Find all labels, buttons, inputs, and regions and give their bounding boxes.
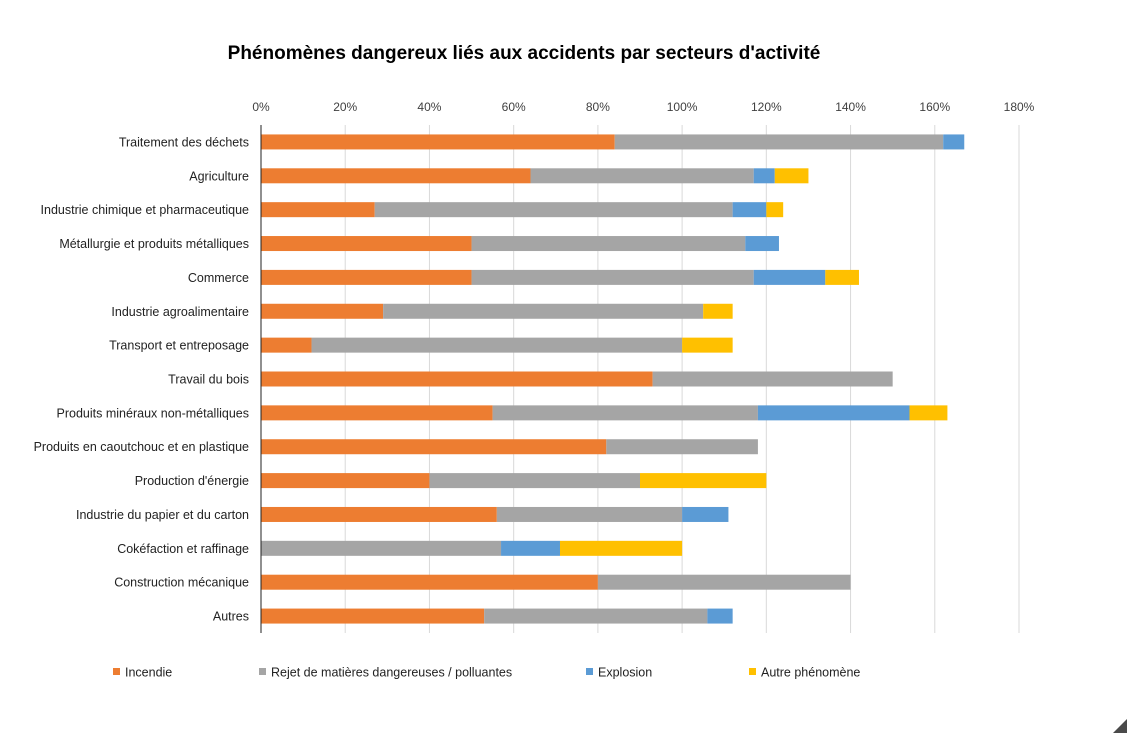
bar-rejet-de-matieres-dangereuses-polluantes bbox=[471, 269, 754, 285]
chart-title: Phénomènes dangereux liés aux accidents … bbox=[228, 43, 821, 64]
x-tick-label: 0% bbox=[252, 100, 270, 114]
legend-swatch bbox=[586, 668, 593, 675]
category-label: Agriculture bbox=[189, 169, 249, 183]
bar-incendie bbox=[261, 236, 472, 252]
category-label: Transport et entreposage bbox=[109, 339, 249, 353]
category-label: Construction mécanique bbox=[114, 576, 249, 590]
bar-incendie bbox=[261, 168, 531, 184]
x-tick-label: 180% bbox=[1004, 100, 1035, 114]
category-label: Produits en caoutchouc et en plastique bbox=[34, 440, 249, 454]
bar-incendie bbox=[261, 303, 384, 319]
category-label: Traitement des déchets bbox=[119, 135, 249, 149]
bar-incendie bbox=[261, 506, 497, 522]
bar-explosion bbox=[745, 236, 779, 252]
legend-swatch bbox=[749, 668, 756, 675]
bar-rejet-de-matieres-dangereuses-polluantes bbox=[652, 371, 893, 387]
category-label: Production d'énergie bbox=[135, 474, 249, 488]
bar-explosion bbox=[753, 269, 826, 285]
category-label: Industrie agroalimentaire bbox=[111, 305, 249, 319]
bar-rejet-de-matieres-dangereuses-polluantes bbox=[261, 540, 502, 556]
bar-incendie bbox=[261, 269, 472, 285]
bar-autre-phenomene bbox=[825, 269, 859, 285]
bar-explosion bbox=[753, 168, 775, 184]
bar-autre-phenomene bbox=[559, 540, 683, 556]
category-label: Produits minéraux non-métalliques bbox=[57, 406, 249, 420]
legend-label: Explosion bbox=[598, 666, 652, 680]
category-label: Cokéfaction et raffinage bbox=[117, 542, 249, 556]
legend-swatch bbox=[259, 668, 266, 675]
legend-label: Rejet de matières dangereuses / polluant… bbox=[271, 666, 512, 680]
bar-incendie bbox=[261, 371, 653, 387]
legend-label: Incendie bbox=[125, 666, 172, 680]
x-tick-label: 20% bbox=[333, 100, 357, 114]
bar-rejet-de-matieres-dangereuses-polluantes bbox=[606, 439, 758, 455]
bar-explosion bbox=[757, 405, 910, 421]
bar-autre-phenomene bbox=[909, 405, 948, 421]
bars bbox=[261, 134, 965, 624]
bar-autre-phenomene bbox=[682, 337, 733, 353]
x-tick-label: 100% bbox=[667, 100, 698, 114]
x-tick-label: 160% bbox=[919, 100, 950, 114]
category-label: Travail du bois bbox=[168, 373, 249, 387]
legend: Incendie Rejet de matières dangereuses / … bbox=[113, 666, 860, 680]
bar-rejet-de-matieres-dangereuses-polluantes bbox=[496, 506, 683, 522]
bar-rejet-de-matieres-dangereuses-polluantes bbox=[492, 405, 758, 421]
bar-rejet-de-matieres-dangereuses-polluantes bbox=[530, 168, 754, 184]
x-tick-label: 40% bbox=[417, 100, 441, 114]
bar-explosion bbox=[682, 506, 729, 522]
category-label: Autres bbox=[213, 610, 249, 624]
bar-incendie bbox=[261, 405, 493, 421]
bar-rejet-de-matieres-dangereuses-polluantes bbox=[311, 337, 683, 353]
bar-incendie bbox=[261, 202, 375, 218]
x-tick-label: 80% bbox=[586, 100, 610, 114]
bar-rejet-de-matieres-dangereuses-polluantes bbox=[471, 236, 746, 252]
bar-autre-phenomene bbox=[640, 473, 767, 489]
bar-rejet-de-matieres-dangereuses-polluantes bbox=[383, 303, 704, 319]
bar-rejet-de-matieres-dangereuses-polluantes bbox=[597, 574, 851, 590]
legend-swatch bbox=[113, 668, 120, 675]
legend-label: Autre phénomène bbox=[761, 666, 860, 680]
resize-corner-icon bbox=[1113, 719, 1127, 733]
category-labels: Traitement des déchets Agriculture Industr… bbox=[34, 135, 249, 623]
bar-rejet-de-matieres-dangereuses-polluantes bbox=[374, 202, 733, 218]
bar-autre-phenomene bbox=[703, 303, 733, 319]
x-tick-label: 120% bbox=[751, 100, 782, 114]
bar-autre-phenomene bbox=[766, 202, 784, 218]
bar-incendie bbox=[261, 608, 485, 624]
bar-explosion bbox=[943, 134, 965, 150]
bar-incendie bbox=[261, 337, 312, 353]
bar-incendie bbox=[261, 134, 615, 150]
category-label: Commerce bbox=[188, 271, 249, 285]
bar-incendie bbox=[261, 473, 430, 489]
category-label: Industrie du papier et du carton bbox=[76, 508, 249, 522]
bar-rejet-de-matieres-dangereuses-polluantes bbox=[614, 134, 944, 150]
bar-explosion bbox=[707, 608, 733, 624]
bar-explosion bbox=[501, 540, 560, 556]
x-tick-label: 60% bbox=[502, 100, 526, 114]
category-label: Métallurgie et produits métalliques bbox=[59, 237, 249, 251]
x-tick-label: 140% bbox=[835, 100, 866, 114]
bar-rejet-de-matieres-dangereuses-polluantes bbox=[429, 473, 640, 489]
category-label: Industrie chimique et pharmaceutique bbox=[41, 203, 250, 217]
bar-incendie bbox=[261, 574, 598, 590]
bar-rejet-de-matieres-dangereuses-polluantes bbox=[484, 608, 708, 624]
bar-autre-phenomene bbox=[774, 168, 809, 184]
bar-incendie bbox=[261, 439, 607, 455]
x-axis-ticks: 0% 20% 40% 60% 80% 100% 120% 140% 160% 180% bbox=[252, 100, 1034, 114]
bar-explosion bbox=[732, 202, 767, 218]
